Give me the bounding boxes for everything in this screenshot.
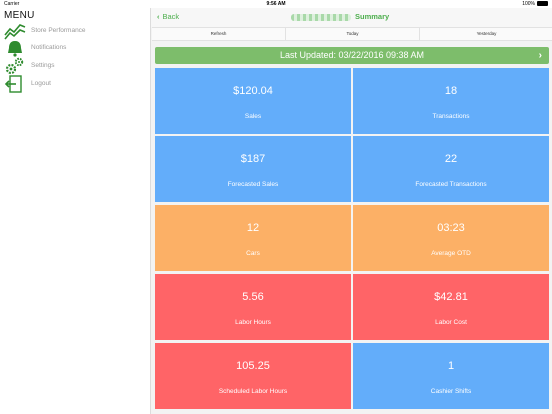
tile-value: $187 (240, 153, 266, 165)
page-title: Summary (291, 12, 389, 21)
sidebar-item-notifications[interactable]: Notifications (4, 39, 144, 57)
tile-label: Forecasted Transactions (415, 181, 487, 188)
menu-title: MENU (4, 10, 35, 21)
tile-scheduled-labor-hours[interactable]: 105.25 Scheduled Labor Hours (155, 343, 351, 409)
date-segmented-control: Refresh Today Yesterday (152, 27, 552, 41)
tile-labor-cost[interactable]: $42.81 Labor Cost (353, 274, 549, 340)
chevron-right-icon: › (538, 50, 542, 61)
tile-label: Sales (244, 113, 262, 120)
sidebar-item-label: Settings (31, 62, 55, 69)
tile-value: 1 (447, 360, 455, 372)
tile-cars[interactable]: 12 Cars (155, 205, 351, 271)
logout-icon (4, 75, 26, 93)
tile-cashier-shifts[interactable]: 1 Cashier Shifts (353, 343, 549, 409)
bell-icon (4, 39, 26, 57)
tile-value: 12 (246, 222, 260, 234)
segment-today[interactable]: Today (286, 28, 420, 40)
tile-forecasted-transactions[interactable]: 22 Forecasted Transactions (353, 136, 549, 202)
last-updated-banner[interactable]: Last Updated: 03/22/2016 09:38 AM › (155, 47, 549, 64)
chevron-left-icon: ‹ (157, 12, 160, 21)
sidebar: MENU Store Performance Notifications (0, 8, 150, 414)
page-title-text: Summary (355, 12, 390, 21)
tile-forecasted-sales[interactable]: $187 Forecasted Sales (155, 136, 351, 202)
tile-value: 03:23 (437, 222, 465, 234)
status-time: 9:56 AM (266, 1, 286, 7)
tile-transactions[interactable]: 18 Transactions (353, 68, 549, 134)
tile-label: Forecasted Sales (227, 181, 279, 188)
back-button[interactable]: ‹ Back (157, 12, 179, 21)
back-label: Back (162, 12, 180, 21)
sidebar-item-logout[interactable]: Logout (4, 75, 144, 93)
tile-value: 105.25 (236, 360, 270, 372)
tile-label: Cashier Shifts (430, 388, 472, 395)
tile-label: Labor Cost (435, 319, 467, 326)
tile-value: 22 (444, 153, 458, 165)
tile-label: Average OTD (431, 250, 471, 257)
tile-label: Cars (246, 250, 260, 257)
sidebar-item-settings[interactable]: Settings (4, 57, 144, 75)
navigation-bar: ‹ Back Summary (151, 8, 552, 27)
tile-value: $42.81 (434, 291, 468, 303)
sidebar-item-store-performance[interactable]: Store Performance (4, 22, 144, 40)
segment-refresh[interactable]: Refresh (152, 28, 286, 40)
sidebar-item-label: Logout (31, 80, 51, 87)
sidebar-item-label: Store Performance (31, 27, 86, 34)
tile-label: Labor Hours (235, 319, 271, 326)
tile-labor-hours[interactable]: 5.56 Labor Hours (155, 274, 351, 340)
last-updated-text: Last Updated: 03/22/2016 09:38 AM (279, 50, 425, 60)
tile-value: $120.04 (233, 85, 273, 97)
tile-label: Transactions (432, 113, 470, 120)
tile-sales[interactable]: $120.04 Sales (155, 68, 351, 134)
tile-value: 18 (444, 85, 458, 97)
sidebar-item-label: Notifications (31, 44, 67, 51)
battery-percent: 100% (522, 1, 535, 7)
tile-average-otd[interactable]: 03:23 Average OTD (353, 205, 549, 271)
status-bar: Carrier 9:56 AM 100% (0, 0, 552, 8)
tile-value: 5.56 (242, 291, 264, 303)
main-panel: ‹ Back Summary Refresh Today Yesterday La… (150, 8, 552, 414)
segment-yesterday[interactable]: Yesterday (476, 31, 497, 36)
carrier-label: Carrier (4, 1, 20, 7)
battery-icon (537, 1, 548, 6)
redacted-store-name (291, 13, 351, 21)
chart-line-icon (4, 22, 26, 40)
gears-icon (4, 57, 26, 75)
tile-label: Scheduled Labor Hours (218, 388, 288, 395)
